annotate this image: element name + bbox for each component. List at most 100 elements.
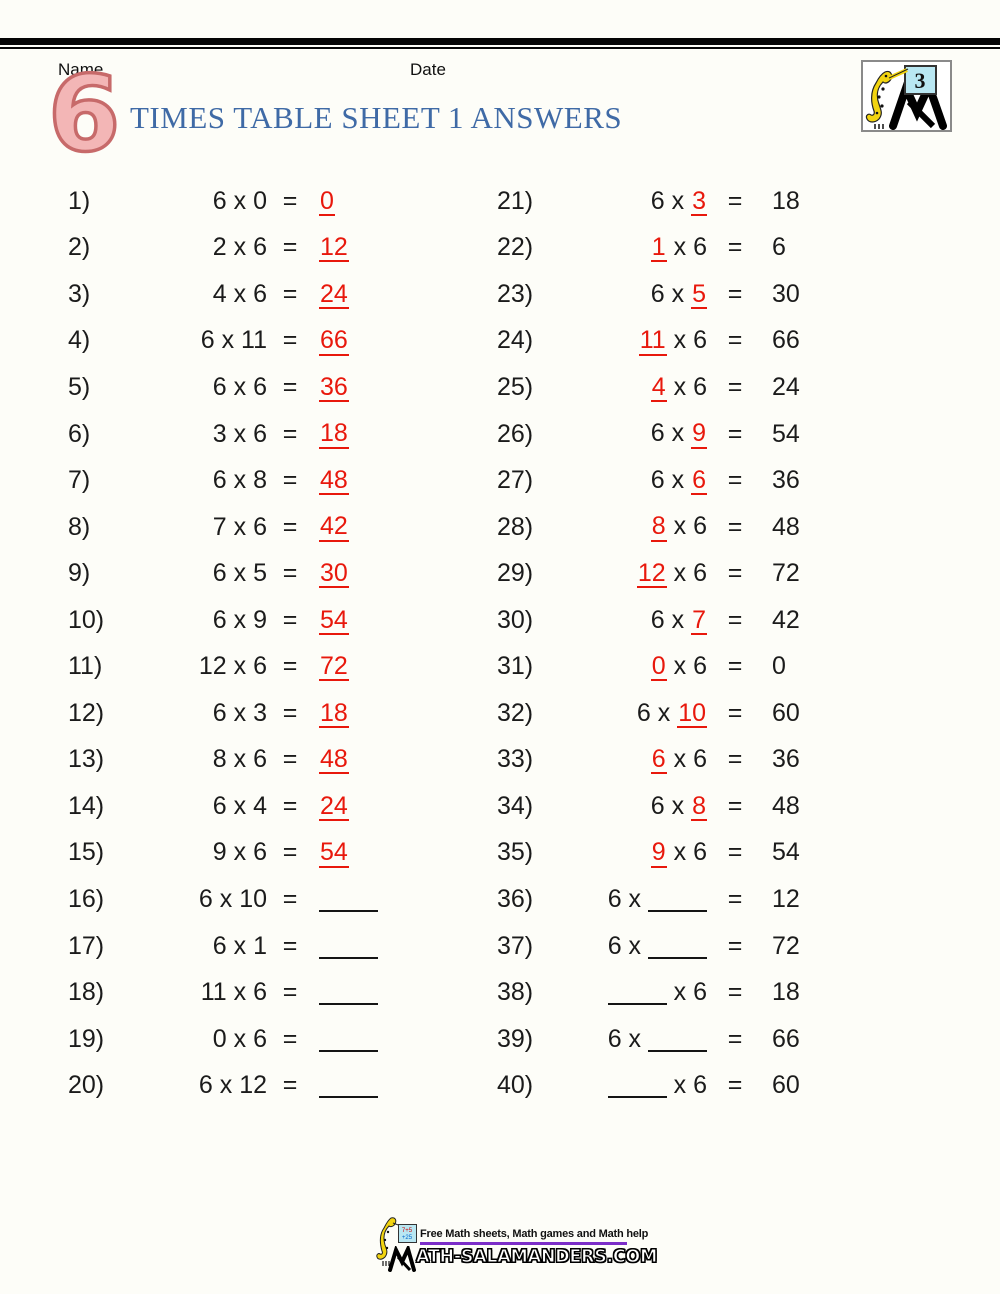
- red-answer-value: 30: [319, 559, 349, 589]
- m-easel-icon: [388, 1246, 416, 1272]
- problem-expression: 12 x 6: [545, 559, 707, 589]
- problem-row: 10) 6 x 9 = 54: [68, 597, 508, 644]
- problem-answer: 18: [772, 978, 800, 1007]
- problem-row: 27) 6 x 6 = 36: [497, 457, 937, 504]
- problem-answer: 36: [313, 373, 508, 403]
- operand-value: 6: [650, 791, 665, 820]
- problem-expression: 12 x 6: [116, 652, 267, 681]
- equals-sign: =: [282, 512, 298, 541]
- operand-value: 6: [650, 605, 665, 634]
- answer-blank-line: [319, 1036, 378, 1052]
- salamander-mascot-icon: [376, 1217, 401, 1266]
- times-sign: x: [650, 698, 678, 727]
- problem-number: 26): [497, 419, 534, 448]
- operand-value: 6: [212, 931, 227, 960]
- problem-answer: 0: [313, 187, 508, 216]
- problem-row: 7) 6 x 8 = 48: [68, 457, 508, 504]
- red-answer-value: 9: [650, 838, 667, 868]
- equals-sign: =: [727, 884, 743, 913]
- operand-value: 6: [198, 884, 213, 913]
- equals-sign: =: [282, 1071, 298, 1100]
- red-answer-value: 24: [319, 791, 349, 821]
- times-sign: x: [226, 745, 254, 774]
- red-answer-value: 10: [677, 698, 707, 728]
- operand-value: 12: [239, 1071, 267, 1100]
- times-sign: x: [664, 605, 692, 634]
- svg-text:+25: +25: [402, 1235, 413, 1241]
- red-answer-value: 8: [650, 512, 667, 542]
- red-answer-value: 11: [638, 326, 667, 356]
- problem-number: 18): [68, 978, 105, 1007]
- equals-sign: =: [727, 233, 743, 262]
- red-answer-value: 12: [636, 559, 667, 589]
- problem-answer: 66: [313, 326, 508, 356]
- problem-answer: [313, 1025, 508, 1054]
- times-sign: x: [666, 652, 694, 681]
- problem-row: 16) 6 x 10 =: [68, 876, 508, 923]
- times-sign: x: [664, 419, 692, 448]
- problem-answer: [313, 885, 508, 914]
- name-field-label: Name: [58, 60, 104, 79]
- answer-blank-line: [607, 1082, 667, 1099]
- times-sign: x: [226, 186, 254, 215]
- problem-expression: 6 x 7: [545, 606, 707, 635]
- problem-number: 8): [68, 512, 91, 541]
- times-sign: x: [666, 978, 694, 1007]
- equals-sign: =: [282, 791, 298, 820]
- equals-sign: =: [282, 605, 298, 634]
- problem-number: 11): [68, 652, 103, 681]
- problem-answer: 36: [772, 745, 800, 774]
- problem-expression: 6 x 5: [545, 280, 707, 309]
- problem-expression: 4 x 6: [545, 373, 707, 403]
- svg-text:7+5: 7+5: [402, 1228, 413, 1234]
- red-answer-value: 54: [319, 838, 349, 868]
- operand-value: 6: [693, 838, 707, 867]
- problem-answer: 54: [772, 419, 800, 448]
- times-sign: x: [226, 652, 254, 681]
- red-answer-value: 5: [691, 279, 707, 309]
- problem-row: 18) 11 x 6 =: [68, 969, 508, 1016]
- red-answer-value: 48: [319, 465, 349, 496]
- equals-sign: =: [282, 745, 298, 774]
- page-title: TIMES TABLE SHEET 1 ANSWERS: [130, 100, 623, 135]
- problem-expression: 6 x 3: [545, 187, 707, 216]
- operand-value: 6: [693, 559, 707, 588]
- operand-value: 4: [253, 791, 267, 820]
- operand-value: 6: [650, 465, 665, 494]
- problem-number: 37): [497, 931, 534, 960]
- problem-expression: 6 x 1: [116, 932, 267, 961]
- problem-number: 16): [68, 884, 105, 913]
- problem-expression: 0 x 6: [545, 652, 707, 682]
- red-answer-value: 1: [650, 233, 667, 263]
- problem-row: 17) 6 x 1 =: [68, 923, 508, 970]
- equals-sign: =: [282, 698, 298, 727]
- equals-sign: =: [282, 838, 298, 867]
- times-sign: x: [664, 186, 692, 215]
- equals-sign: =: [282, 372, 298, 401]
- problem-row: 12) 6 x 3 = 18: [68, 690, 508, 737]
- problem-row: 13) 8 x 6 = 48: [68, 737, 508, 784]
- problem-expression: 6 x 12: [116, 1071, 267, 1100]
- operand-value: 0: [212, 1024, 227, 1053]
- problem-row: 29) 12 x 6 = 72: [497, 550, 937, 597]
- operand-value: 11: [200, 978, 227, 1007]
- operand-value: 6: [253, 652, 267, 681]
- times-sign: x: [666, 559, 694, 588]
- times-sign: x: [226, 559, 254, 588]
- problem-number: 33): [497, 745, 534, 774]
- problem-row: 9) 6 x 5 = 30: [68, 550, 508, 597]
- problem-expression: 6 x: [545, 885, 707, 914]
- salamander-corner-logo: 3: [861, 60, 952, 132]
- problem-expression: 6 x 6: [545, 465, 707, 496]
- problem-row: 26) 6 x 9 = 54: [497, 411, 937, 458]
- problem-row: 4) 6 x 11 = 66: [68, 318, 508, 365]
- problem-row: 19) 0 x 6 =: [68, 1016, 508, 1063]
- red-answer-value: 66: [319, 326, 349, 356]
- problem-number: 14): [68, 791, 105, 820]
- times-sign: x: [226, 978, 254, 1007]
- problem-expression: 6 x: [545, 1025, 707, 1054]
- problem-answer: 60: [772, 1071, 800, 1100]
- red-answer-value: 8: [691, 791, 707, 821]
- date-field-label: Date: [410, 60, 446, 79]
- operand-value: 8: [212, 745, 227, 774]
